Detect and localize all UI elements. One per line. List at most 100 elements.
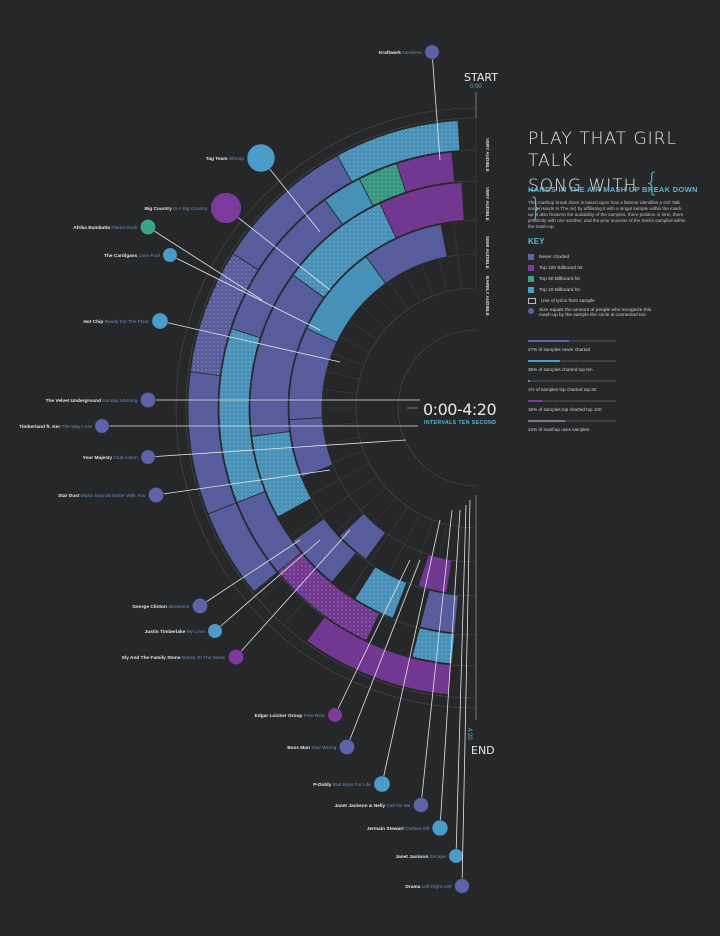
sample-song: Club Action: [113, 455, 138, 461]
segment-16: [218, 328, 266, 504]
segment-26: [417, 553, 453, 594]
segment-21: [292, 517, 357, 583]
sample-song: Clothes Off: [405, 826, 430, 832]
sample-dot: [448, 848, 464, 864]
sample-dot: [327, 707, 343, 723]
sample-artist: Edgar Loicker Group: [255, 713, 304, 719]
sample-artist: Tag Team: [206, 156, 229, 162]
sample-artist: Afrika Bambatta: [73, 225, 111, 231]
stat-fill: [528, 360, 560, 362]
sample-connector: [439, 509, 461, 829]
ring-label-2: VERY AUDIBLE: [485, 187, 490, 221]
sample-dot: [373, 775, 391, 793]
stat-top10: 36% of samples charted top ten: [528, 360, 618, 372]
sample-label: Afrika Bambatta Planet Rock: [73, 225, 138, 231]
key-item-never: Never charted: [528, 254, 708, 260]
sample-dot: [140, 449, 156, 465]
sample-label: Timberland ft. Ker The Way I Are: [19, 424, 92, 430]
segment-22: [354, 566, 408, 619]
sample-dot: [339, 739, 355, 755]
sample-song: Dance To The Music: [182, 655, 226, 661]
sample-artist: Justin Timberlake: [145, 629, 187, 635]
swatch-top10: [528, 287, 534, 293]
end-time: 4:20: [466, 728, 472, 740]
sample-dot: [94, 418, 110, 434]
sample-connector: [159, 320, 341, 363]
sample-connector: [214, 539, 321, 632]
key-label: Size equals the amount of people who rec…: [539, 308, 652, 318]
sample-artist: Timberland ft. Ker: [19, 424, 61, 430]
sample-dot: [148, 487, 164, 503]
stat-fill: [528, 420, 565, 422]
center-time-range: 0:00-4:20: [423, 400, 497, 419]
segment-2: [358, 163, 407, 207]
sample-label: Tag Team Whoop: [206, 156, 245, 162]
ring-label-4: BARELY AUDIBLE: [485, 276, 490, 316]
sample-label: George Clinton Skeletons: [132, 604, 190, 610]
sample-connector: [225, 207, 331, 291]
sample-dot: [424, 44, 440, 60]
key-label: Top 50 Billboard hit: [539, 276, 580, 282]
guide-arc: [175, 107, 477, 709]
sample-artist: Drama: [405, 884, 421, 890]
stat-fill: [528, 340, 569, 342]
swatch-never: [528, 254, 534, 260]
sample-artist: Sly And The Family Stone: [122, 655, 182, 661]
sample-label: The Velvet Underground Sunday Morning: [46, 398, 138, 404]
sample-artist: Kraftwerk: [379, 50, 402, 56]
sample-dot: [192, 598, 208, 614]
title-line-1: PLAY THAT GIRL TALK: [528, 129, 677, 171]
segment-23: [419, 589, 459, 634]
sample-artist: The Cardigans: [104, 253, 139, 259]
sample-song: Bad Boys For Life: [333, 782, 371, 788]
description: This mashup break down is based upon how…: [528, 200, 686, 229]
sample-artist: The Velvet Underground: [46, 398, 103, 404]
end-label: END: [471, 744, 495, 757]
key-item-top10: Top 10 Billboard hit: [528, 287, 708, 293]
sample-artist: Your Majesty: [83, 455, 114, 461]
brace-close: }: [528, 193, 546, 223]
center-caption: INTERVALS TEN SECOND: [424, 420, 497, 426]
sample-artist: Hot Chip: [83, 319, 104, 325]
stat-never: 47% of samples never charted: [528, 340, 618, 352]
sample-song: Skeletons: [168, 604, 190, 610]
sample-label: Edgar Loicker Group Free Ride: [255, 713, 325, 719]
segment-19: [277, 552, 380, 642]
stat-fill: [528, 400, 542, 402]
sample-dot: [210, 192, 242, 224]
sample-connector: [155, 469, 331, 496]
segment-24: [411, 627, 456, 665]
swatch-top50: [528, 276, 534, 282]
sample-connector: [199, 539, 301, 607]
key-label: Top 10 Billboard hit: [539, 287, 580, 293]
sample-song: Numbers: [402, 50, 422, 56]
start-label: START: [464, 71, 498, 84]
sample-label: P-Diddy Bad Boys For Life: [313, 782, 371, 788]
sample-artist: Big Country: [144, 206, 173, 212]
sample-dot: [246, 143, 276, 173]
sample-label: Star Dust Music Sounds Better With You: [58, 493, 146, 499]
sample-artist: Star Dust: [58, 493, 81, 499]
stat-label: 36% of samples charted top ten: [528, 367, 593, 372]
brace-open: {: [643, 168, 662, 198]
sample-label: Janet Jackson Escape: [395, 854, 446, 860]
sample-artist: Janet Jackson: [395, 854, 429, 860]
sample-artist: George Clinton: [132, 604, 168, 610]
sample-dot: [207, 623, 223, 639]
sample-dot: [454, 878, 470, 894]
sample-dot: [140, 392, 156, 408]
sample-song: Left Right Left: [422, 884, 453, 890]
sample-song: Whoop: [229, 156, 245, 162]
sample-connector: [147, 439, 407, 458]
sample-artist: Jermain Stewart: [367, 826, 405, 832]
sample-song: Ready For The Floor: [105, 319, 150, 325]
dot-icon: [528, 308, 534, 314]
sample-dot: [228, 649, 244, 665]
sample-song: Planet Rock: [111, 225, 137, 231]
sample-song: Free Ride: [304, 713, 325, 719]
sample-label: Jermain Stewart Clothes Off: [367, 826, 430, 832]
sample-song: My Love: [187, 629, 205, 635]
sample-connector: [147, 226, 263, 301]
segment-17: [207, 502, 278, 593]
title-line-2: SONG WITH: [528, 176, 638, 196]
